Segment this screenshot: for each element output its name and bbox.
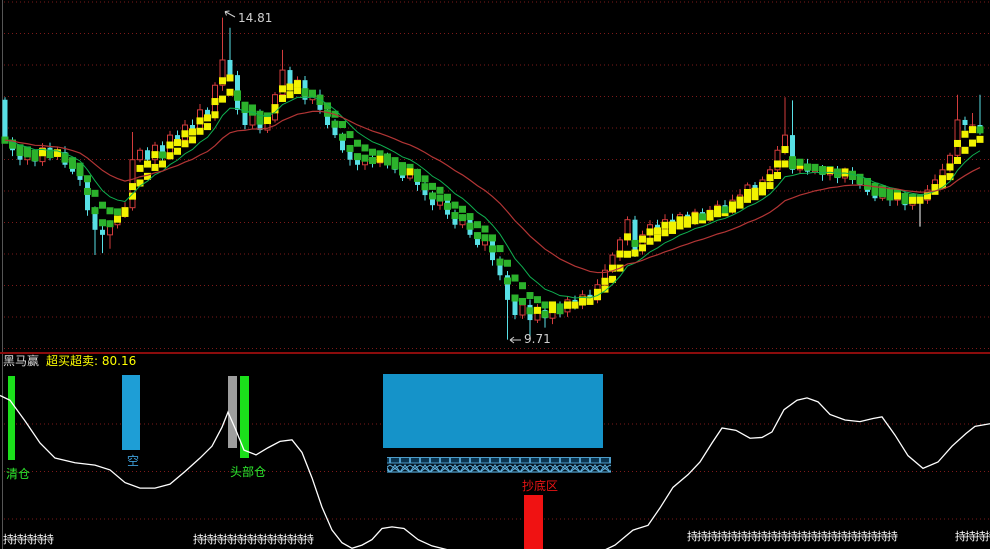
candle <box>100 225 105 254</box>
hold-marks-run: 持持持持 <box>955 530 990 543</box>
low-price-label: 9.71 <box>524 332 551 346</box>
signal-bar-gray <box>228 376 237 448</box>
high-arrow <box>224 10 236 18</box>
hold-marks-run: 持持持持持持持持持持持持 <box>193 533 314 546</box>
indicator-value: 超买超卖: 80.16 <box>46 354 137 368</box>
candle <box>2 97 8 143</box>
signal-label-short: 空 <box>127 454 140 468</box>
candle <box>962 116 968 131</box>
blue-zone-rect <box>383 374 603 448</box>
hold-marks-run: 持持持持持 <box>3 533 54 546</box>
candle <box>774 146 781 175</box>
signal-label-bottom: 抄底区 <box>522 479 559 493</box>
ma-line-slow <box>4 110 981 274</box>
ma-line-fast <box>4 96 981 299</box>
candle <box>227 27 233 81</box>
signal-bar-top <box>240 376 249 458</box>
hatch-strip <box>387 457 611 473</box>
signal-label-clear: 清仓 <box>6 467 31 481</box>
high-price-label: 14.81 <box>238 11 273 25</box>
candle <box>85 176 90 216</box>
candle <box>954 94 961 162</box>
ribbon-slow <box>1 87 984 311</box>
signal-bar-short <box>122 375 140 450</box>
low-arrow <box>509 336 521 344</box>
candle <box>624 216 631 246</box>
panel-divider[interactable] <box>0 352 990 354</box>
signal-bar-bottom <box>524 495 543 549</box>
indicator-name: 黑马赢 <box>3 354 40 368</box>
candle <box>279 49 286 101</box>
candle <box>137 147 143 163</box>
signal-label-top: 头部仓 <box>230 465 267 479</box>
oscillator-line <box>0 394 990 549</box>
candle <box>92 206 98 256</box>
signal-bar-clear <box>8 376 15 460</box>
hold-marks-run: 持持持持持持持持持持持持持持持持持持持持持 <box>687 530 898 543</box>
main-grid <box>4 1 990 349</box>
candle <box>782 97 788 155</box>
